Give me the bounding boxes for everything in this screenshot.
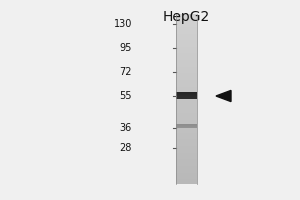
Text: 36: 36 [120, 123, 132, 133]
Text: 28: 28 [120, 143, 132, 153]
Text: 55: 55 [119, 91, 132, 101]
Text: 130: 130 [114, 19, 132, 29]
Polygon shape [216, 90, 231, 102]
Text: 95: 95 [120, 43, 132, 53]
Text: HepG2: HepG2 [162, 10, 210, 24]
Text: 72: 72 [119, 67, 132, 77]
